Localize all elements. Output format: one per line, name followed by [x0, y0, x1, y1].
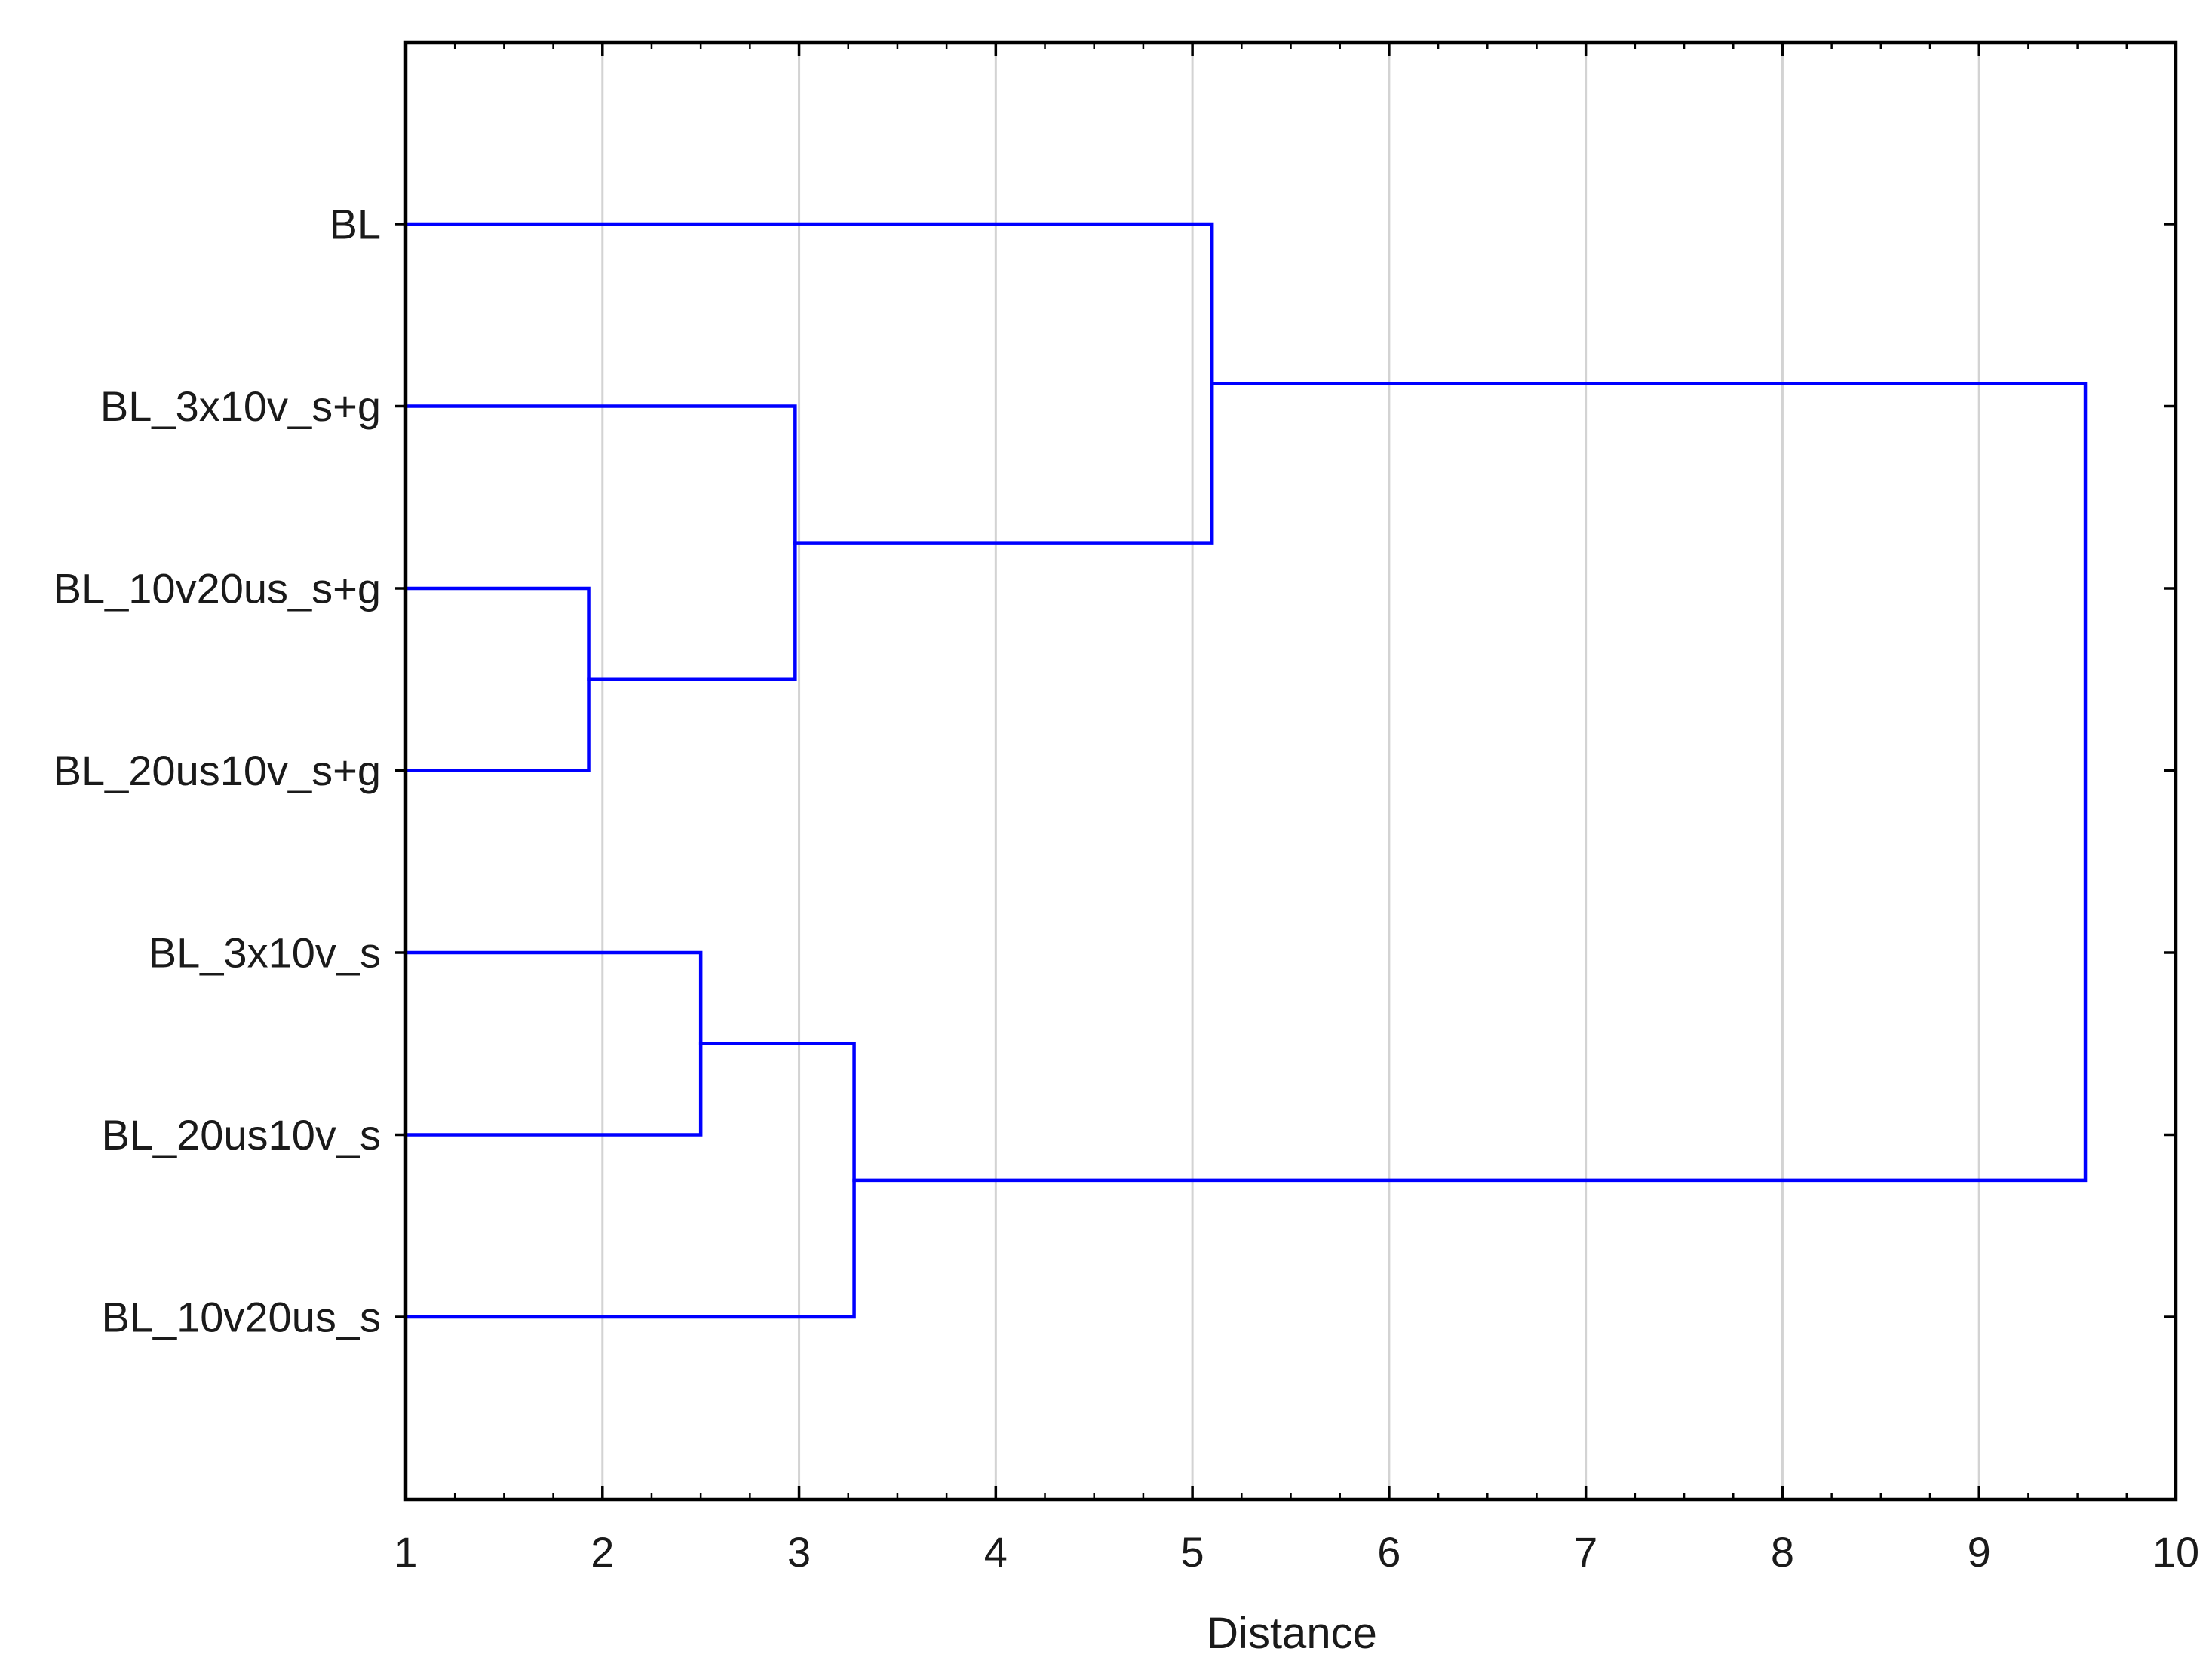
x-tick-label: 3	[787, 1528, 811, 1576]
x-axis-title: Distance	[1207, 1609, 1377, 1658]
leaf-label: BL_20us10v_s	[101, 1111, 381, 1159]
axis-ticks	[395, 42, 2177, 1499]
x-tick-label: 8	[1771, 1528, 1794, 1576]
merge-c4	[403, 1042, 856, 1319]
merge-c6	[852, 382, 2088, 1183]
x-tick-label: 7	[1574, 1528, 1597, 1576]
leaf-label: BL_3x10v_s	[149, 929, 381, 977]
x-tick-label: 5	[1181, 1528, 1204, 1576]
leaf-label: BL	[330, 201, 382, 248]
x-tick-label: 1	[394, 1528, 417, 1576]
leaf-label: BL_20us10v_s+g	[54, 747, 381, 794]
x-tick-label: 6	[1377, 1528, 1401, 1576]
grid-lines	[601, 42, 1980, 1499]
plot-frame	[403, 40, 2178, 1502]
dendrogram-branches	[403, 222, 2088, 1319]
leaf-labels: BL BL_3x10v_s+g BL_10v20us_s+g BL_20us10v_s…	[54, 201, 381, 1341]
merge-c2	[403, 950, 703, 1137]
merge-c1	[403, 586, 591, 772]
leaf-label: BL_3x10v_s+g	[100, 382, 381, 430]
x-tick-label: 9	[1968, 1528, 1991, 1576]
x-tick-label: 10	[2152, 1528, 2199, 1576]
x-tick-label: 2	[591, 1528, 614, 1576]
x-tick-labels: 1 2 3 4 5 6 7 8 9 10	[394, 1528, 2199, 1576]
x-tick-label: 4	[984, 1528, 1008, 1576]
leaf-label: BL_10v20us_s	[101, 1294, 381, 1341]
leaf-label: BL_10v20us_s+g	[54, 565, 381, 612]
merge-c3	[403, 404, 797, 681]
merge-c5	[403, 222, 1214, 545]
